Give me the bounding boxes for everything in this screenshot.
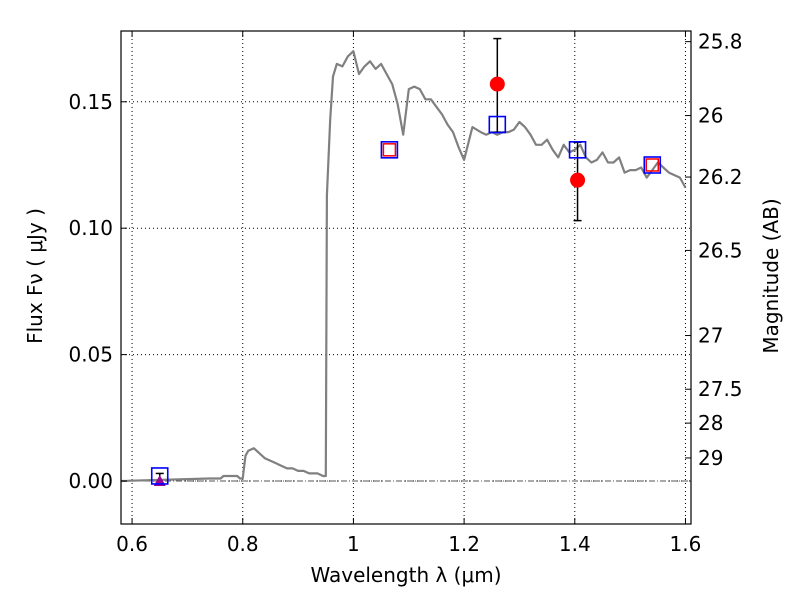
right-tick-label: 27 — [698, 324, 723, 348]
synthetic-observed-square — [382, 143, 397, 157]
x-tick-label: 1.2 — [448, 532, 480, 556]
right-tick-label: 26 — [698, 104, 723, 128]
x-tick-label: 1 — [347, 532, 360, 556]
x-tick-label: 1.6 — [670, 532, 702, 556]
right-tick-label: 29 — [698, 446, 723, 470]
x-tick-label: 0.8 — [227, 532, 259, 556]
right-tick-label: 26.2 — [698, 165, 743, 189]
x-tick-label: 1.4 — [559, 532, 591, 556]
x-tick-label: 0.6 — [116, 532, 148, 556]
synthetic-model-square — [568, 141, 587, 159]
right-tick-label: 26.5 — [698, 238, 743, 262]
y-tick-label: 0.05 — [68, 343, 113, 367]
y-tick-label: 0.10 — [68, 216, 113, 240]
right-ticks: 25.8 26 26.2 26.5 27 27.5 28 29 — [685, 30, 743, 470]
synthetic-observed-square — [645, 158, 660, 172]
y-axis-right-title: Magnitude (AB) — [759, 198, 783, 353]
synthetic-model-square — [643, 156, 662, 174]
x-axis-title: Wavelength λ (μm) — [310, 563, 501, 587]
model-spectrum-line — [120, 50, 687, 483]
synthetic-model-square — [488, 115, 507, 134]
photometry-point — [570, 172, 586, 188]
right-tick-label: 28 — [698, 411, 723, 435]
x-ticks: 0.6 0.8 1 1.2 1.4 1.6 — [116, 31, 701, 556]
plot-area — [120, 37, 687, 487]
synthetic-model-square — [380, 141, 399, 159]
y-ticks: 0.00 0.05 0.10 0.15 — [68, 90, 127, 493]
synthetic-model-square — [150, 467, 169, 485]
grid-lines — [121, 31, 691, 524]
right-tick-label: 25.8 — [698, 30, 743, 54]
y-tick-label: 0.00 — [68, 469, 113, 493]
y-tick-label: 0.15 — [68, 90, 113, 114]
y-axis-title: Flux Fν ( μJy ) — [23, 208, 47, 344]
photometry-point — [489, 76, 505, 92]
right-tick-label: 27.5 — [698, 377, 743, 401]
axes-frame — [120, 30, 692, 525]
